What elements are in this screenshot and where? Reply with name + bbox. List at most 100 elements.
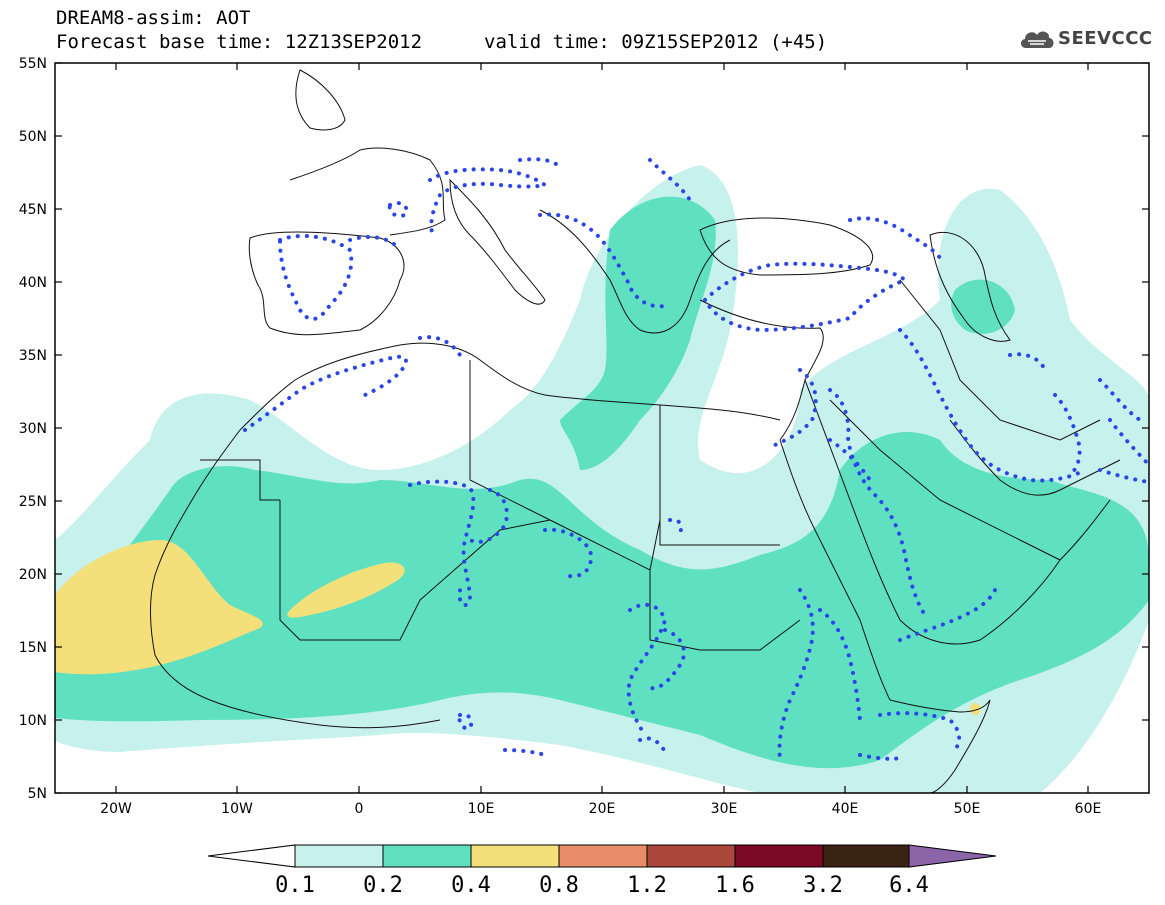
contour-sahara	[408, 479, 476, 608]
longitude-labels: 20W 10W 0 10E 20E 30E 40E 50E 60E	[100, 801, 1101, 817]
lat-label: 45N	[19, 202, 47, 218]
aot-field-yellow-somalia	[970, 703, 981, 716]
coast-uk	[295, 69, 346, 131]
coast-turkey-levant	[699, 299, 824, 441]
colorbar-label: 0.2	[363, 873, 403, 898]
contour-dots	[243, 157, 1149, 762]
contour-balkans	[538, 212, 672, 309]
coast-europe	[289, 147, 446, 236]
lon-label: 10W	[221, 801, 253, 817]
seevccc-logo: SEEVCCC	[1018, 26, 1158, 52]
contour-black-sea	[848, 216, 942, 260]
contour-arabia-inner	[828, 438, 872, 482]
lon-label: 20E	[589, 801, 616, 817]
contour-levant	[773, 368, 818, 447]
lon-label: 0	[355, 801, 364, 817]
coast-persian-gulf	[949, 419, 1121, 496]
colorbar-label: 0.1	[275, 873, 315, 898]
contour-arabia-west	[828, 388, 927, 617]
border-saudi	[829, 399, 1061, 561]
contour-iran	[898, 328, 1087, 483]
forecast-base-time: Forecast base time: 12Z13SEP2012	[56, 31, 423, 53]
aot-field-green-caspian	[951, 279, 1015, 334]
coast-arabia	[804, 379, 1111, 645]
aot-field-yellow-mali	[287, 562, 405, 618]
colorbar-swatch	[470, 844, 560, 868]
lon-label: 60E	[1075, 801, 1102, 817]
border-sudan	[649, 570, 801, 651]
colorbar-label: 0.4	[451, 873, 491, 898]
colorbar-labels: 0.1 0.2 0.4 0.8 1.2 1.6 3.2 6.4	[275, 873, 929, 898]
contour-iran-3	[1008, 352, 1047, 372]
colorbar-swatch	[822, 844, 910, 868]
contour-france	[428, 167, 550, 234]
colorbar-swatch	[382, 844, 472, 868]
map-title: DREAM8-assim: AOT	[56, 7, 251, 29]
lat-label: 55N	[19, 56, 47, 72]
contour-ethiopia	[777, 588, 815, 762]
colorbar-label: 1.6	[715, 873, 755, 898]
contour-france-2	[518, 157, 562, 170]
contour-small-3	[668, 517, 684, 534]
lat-label: 5N	[28, 786, 47, 802]
colorbar-swatch	[646, 844, 736, 868]
contour-turkey	[703, 261, 909, 333]
lat-label: 30N	[19, 421, 47, 437]
coast-north-africa	[239, 342, 781, 431]
coast-red-sea	[779, 439, 891, 701]
contour-ethiopia-2	[818, 608, 862, 722]
lat-label: 25N	[19, 494, 47, 510]
coast-italy	[449, 178, 546, 305]
border-sahara-1	[279, 500, 551, 641]
aot-field-yellow-west	[55, 540, 263, 675]
contour-iberia	[278, 233, 354, 321]
border-maghreb	[200, 459, 280, 501]
logo-text: SEEVCCC	[1058, 28, 1153, 49]
coastlines	[150, 69, 1121, 793]
contour-sudan-2	[648, 628, 686, 691]
lon-label: 40E	[832, 801, 859, 817]
lat-label: 10N	[19, 713, 47, 729]
contour-small-2	[457, 712, 474, 731]
lat-label: 15N	[19, 640, 47, 656]
colorbar-label: 0.8	[539, 873, 579, 898]
colorbar-label: 3.2	[803, 873, 843, 898]
contour-small-1	[387, 201, 409, 218]
contour-east-3	[1098, 468, 1149, 484]
contour-chad	[543, 527, 593, 579]
aot-field-green	[55, 431, 1149, 769]
coast-caspian	[929, 231, 1011, 342]
colorbar-label: 6.4	[889, 873, 929, 898]
latitude-labels: 55N 50N 45N 40N 35N 30N 25N 20N 15N 10N …	[19, 56, 47, 802]
aot-shading	[55, 165, 1149, 793]
valid-time: valid time: 09Z15SEP2012 (+45)	[484, 31, 828, 53]
colorbar-label: 1.2	[627, 873, 667, 898]
axis-ticks	[55, 62, 1149, 794]
lat-label: 50N	[19, 129, 47, 145]
contour-south-1	[503, 748, 547, 757]
cloud-icon	[1020, 31, 1054, 48]
aot-field-green-balkans	[560, 196, 716, 471]
coast-horn	[889, 699, 991, 793]
colorbar-over-arrow	[908, 844, 997, 868]
contour-north-africa	[243, 354, 408, 432]
border-iran	[899, 279, 1101, 441]
lat-label: 35N	[19, 348, 47, 364]
contour-sahara-2	[468, 488, 509, 544]
contour-horn	[878, 711, 962, 752]
contour-east-2	[1108, 418, 1149, 467]
contour-tunisia	[418, 335, 462, 357]
coast-balkans	[539, 209, 731, 334]
coast-black-sea	[699, 217, 873, 276]
contour-small-4	[858, 753, 902, 761]
lat-label: 20N	[19, 567, 47, 583]
border-egypt	[659, 405, 780, 546]
coast-iberia	[248, 231, 405, 336]
lon-label: 50E	[954, 801, 981, 817]
lon-label: 30E	[711, 801, 738, 817]
contour-south-2	[638, 736, 667, 754]
colorbar-swatch	[558, 844, 648, 868]
colorbar	[207, 844, 997, 868]
lon-label: 10E	[468, 801, 495, 817]
